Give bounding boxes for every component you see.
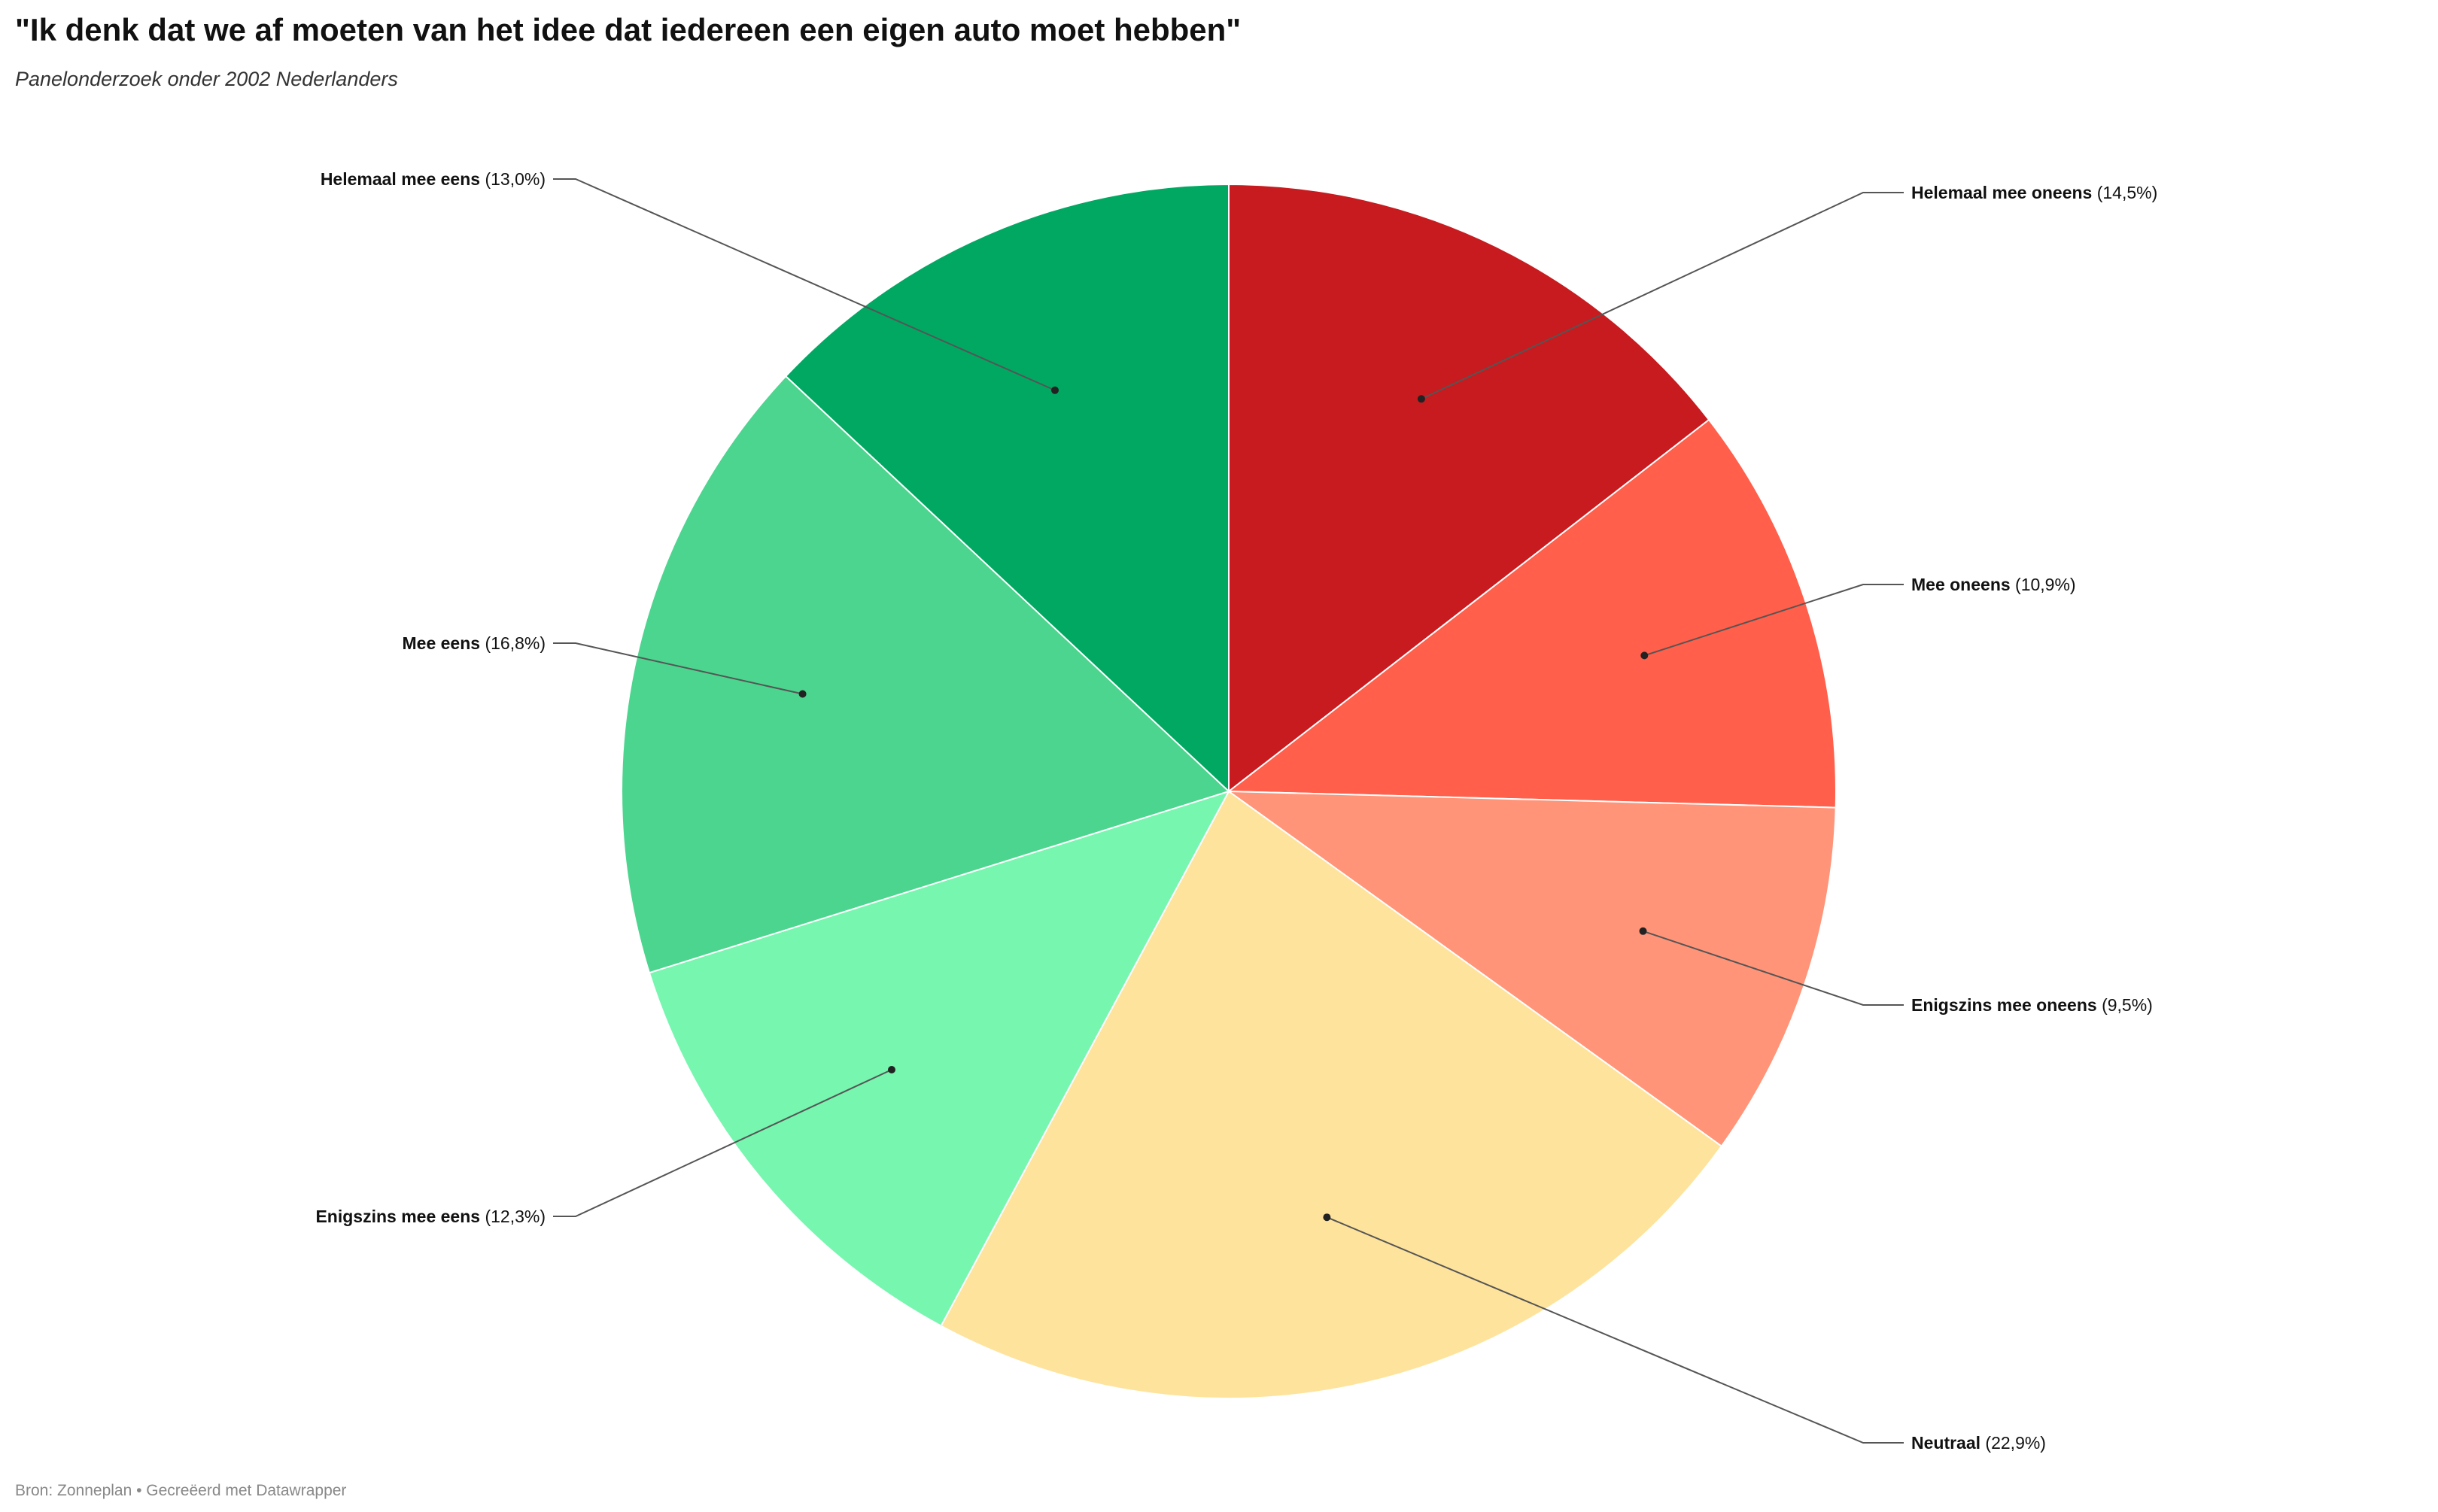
leader-dot-neutraal bbox=[1323, 1213, 1331, 1222]
pie-slice-enigszins-mee-eens[interactable] bbox=[648, 790, 1231, 1327]
slice-label-helemaal-mee-eens: Helemaal mee eens (13,0%) bbox=[321, 169, 546, 189]
leader-line-helemaal-mee-eens bbox=[553, 178, 1056, 391]
slice-label-name: Mee eens bbox=[403, 633, 481, 653]
chart-title: "Ik denk dat we af moeten van het idee d… bbox=[15, 12, 1242, 47]
slice-label-enigszins-mee-eens: Enigszins mee eens (12,3%) bbox=[315, 1207, 546, 1226]
pie-slice-helemaal-mee-oneens[interactable] bbox=[1228, 183, 1710, 794]
leader-dot-mee-oneens bbox=[1640, 651, 1649, 660]
slice-label-mee-oneens: Mee oneens (10,9%) bbox=[1911, 575, 2076, 594]
leader-dot-helemaal-mee-eens bbox=[1051, 386, 1059, 394]
leader-dot-helemaal-mee-oneens bbox=[1417, 395, 1425, 403]
slice-label-helemaal-mee-oneens: Helemaal mee oneens (14,5%) bbox=[1911, 183, 2157, 202]
slice-label-name: Enigszins mee eens bbox=[315, 1207, 480, 1226]
slice-label-value: (13,0%) bbox=[480, 169, 546, 189]
source-note: Bron: Zonneplan • Gecreëerd met Datawrap… bbox=[15, 1482, 347, 1499]
slice-label-value: (12,3%) bbox=[480, 1207, 546, 1226]
pie-slices bbox=[621, 183, 1837, 1399]
slice-label-name: Helemaal mee oneens bbox=[1911, 183, 2092, 202]
slice-label-neutraal: Neutraal (22,9%) bbox=[1911, 1433, 2046, 1453]
slice-label-value: (22,9%) bbox=[1980, 1433, 2046, 1453]
leader-line-helemaal-mee-oneens bbox=[1421, 192, 1904, 400]
leader-line-enigszins-mee-eens bbox=[553, 1069, 892, 1217]
slice-labels: Helemaal mee oneens (14,5%) Mee oneens (1… bbox=[315, 169, 2157, 1453]
chart-subtitle: Panelonderzoek onder 2002 Nederlanders bbox=[15, 68, 398, 90]
slice-label-name: Mee oneens bbox=[1911, 575, 2011, 594]
pie-slice-helemaal-mee-eens[interactable] bbox=[784, 183, 1230, 794]
slice-label-value: (14,5%) bbox=[2092, 183, 2157, 202]
slice-label-value: (10,9%) bbox=[2011, 575, 2076, 594]
leader-line-mee-eens bbox=[553, 642, 803, 695]
slice-label-value: (16,8%) bbox=[480, 633, 546, 653]
leader-line-enigszins-mee-oneens bbox=[1643, 930, 1904, 1006]
slice-label-mee-eens: Mee eens (16,8%) bbox=[403, 633, 546, 653]
leader-line-neutraal bbox=[1327, 1216, 1904, 1444]
leader-dot-enigszins-mee-eens bbox=[888, 1066, 895, 1073]
leader-dot-enigszins-mee-oneens bbox=[1639, 927, 1647, 935]
leader-lines bbox=[553, 178, 1904, 1444]
slice-label-name: Helemaal mee eens bbox=[321, 169, 480, 189]
slice-label-value: (9,5%) bbox=[2097, 995, 2153, 1015]
pie-slice-mee-eens[interactable] bbox=[621, 375, 1230, 974]
pie-slice-neutraal[interactable] bbox=[940, 790, 1723, 1399]
slice-label-name: Neutraal bbox=[1911, 1433, 1980, 1453]
slice-label-name: Enigszins mee oneens bbox=[1911, 995, 2097, 1015]
leader-dot-mee-eens bbox=[798, 690, 807, 698]
slice-label-enigszins-mee-oneens: Enigszins mee oneens (9,5%) bbox=[1911, 995, 2153, 1015]
leader-line-mee-oneens bbox=[1643, 584, 1904, 657]
